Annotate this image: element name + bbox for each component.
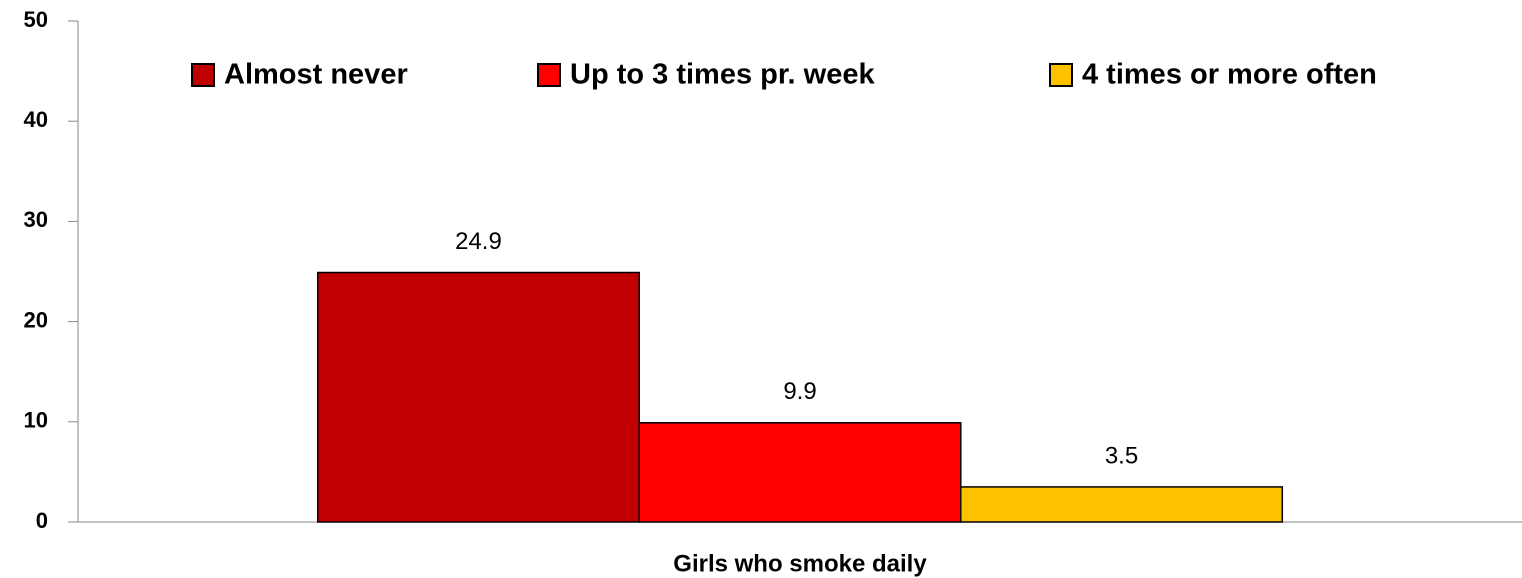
bar [638,422,962,523]
x-tick-label: Girls who smoke daily [673,550,927,577]
legend-swatch [1049,63,1073,87]
data-label: 3.5 [1105,442,1138,469]
legend-swatch [191,63,215,87]
y-tick-label: 20 [24,307,48,332]
bar [316,271,640,523]
y-tick-label: 0 [36,508,48,533]
y-tick-label: 10 [24,408,48,433]
data-label: 24.9 [455,228,502,255]
data-label: 9.9 [783,378,816,405]
y-tick-label: 40 [24,107,48,132]
bar [960,486,1284,523]
legend-label: Almost never [224,59,408,91]
y-tick-label: 30 [24,207,48,232]
legend-swatch [537,63,561,87]
legend-label: Up to 3 times pr. week [570,59,875,91]
y-tick-label: 50 [24,7,48,32]
legend-label: 4 times or more often [1082,59,1377,91]
